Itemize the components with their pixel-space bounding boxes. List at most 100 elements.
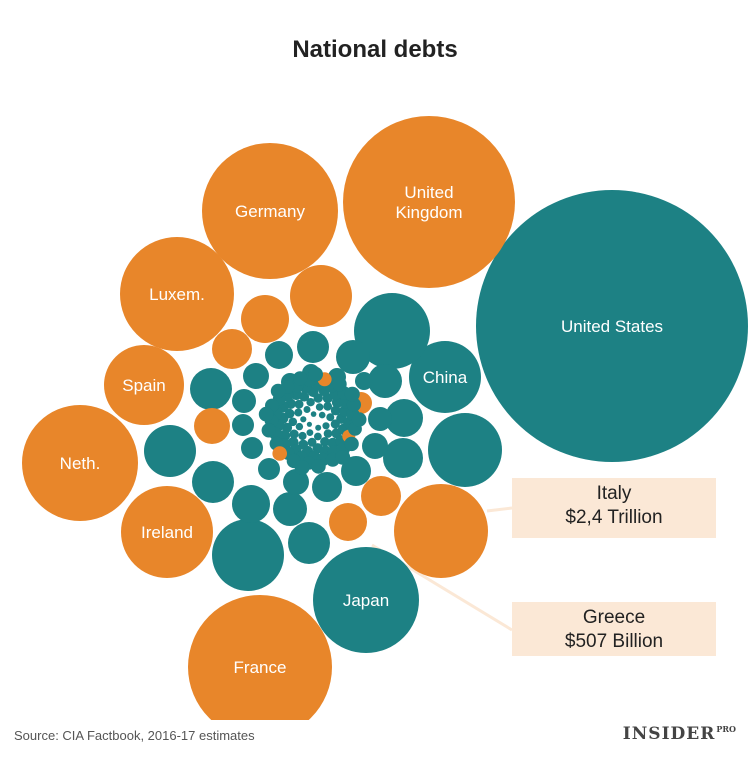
bubble-small-23 [232, 389, 256, 413]
bubble-small-11 [232, 485, 270, 523]
bubble-tiny-22 [289, 429, 299, 439]
bubble-small-29 [341, 456, 371, 486]
bubble-tiny-8 [322, 422, 330, 430]
bubble-small-24 [232, 414, 254, 436]
bubble-label-netherlands: Neth. [60, 454, 101, 473]
bubble-label-spain: Spain [122, 376, 165, 395]
insider-pro-logo: INSIDERPRO [623, 724, 736, 744]
bubble-tiny-12 [294, 408, 303, 417]
logo-suffix: PRO [716, 724, 736, 735]
bubble-small-21 [265, 341, 293, 369]
bubble-tiny-84 [344, 436, 359, 452]
bubble-tiny-6 [306, 429, 314, 436]
bubble-united-states [476, 190, 748, 462]
bubble-label-united-states: United States [561, 317, 663, 336]
bubble-small-13 [288, 522, 330, 564]
bubble-tiny-17 [288, 417, 298, 427]
bubble-small-8 [144, 425, 196, 477]
bubble-small-22 [243, 363, 269, 389]
bubble-tiny-1 [306, 421, 312, 427]
bubble-small-3 [428, 413, 502, 487]
bubble-tiny-9 [295, 422, 304, 431]
bubble-small-33 [355, 372, 373, 390]
bubble-tiny-18 [323, 401, 333, 411]
bubble-tiny-11 [314, 432, 322, 441]
callout-greece-country: Greece [582, 607, 646, 628]
bubble-small-26 [258, 458, 280, 480]
bubble-tiny-13 [326, 413, 335, 422]
bubble-italy [394, 484, 488, 578]
bubble-tiny-87 [311, 459, 326, 474]
bubble-tiny-83 [293, 371, 308, 386]
bubble-tiny-95 [294, 460, 310, 475]
bubble-small-15 [361, 476, 401, 516]
bubble-small-7 [190, 368, 232, 410]
bubble-tiny-16 [323, 429, 333, 438]
bubble-germany [202, 143, 338, 279]
bubble-tiny-93 [258, 406, 274, 422]
bubble-luxembourg [120, 237, 234, 351]
bubble-small-10 [192, 461, 234, 503]
bubble-tiny-94 [344, 386, 360, 402]
bubble-tiny-24 [320, 437, 330, 447]
bubble-small-18 [368, 364, 402, 398]
bubble-tiny-3 [315, 424, 322, 431]
bubble-united-kingdom [343, 116, 515, 288]
bubble-small-31 [368, 407, 392, 431]
bubble-tiny-14 [298, 431, 307, 441]
bubble-label-france: France [234, 658, 287, 677]
bubble-small-2 [354, 293, 430, 369]
bubble-tiny-90 [272, 446, 288, 461]
callout-italy-country: Italy [596, 483, 632, 504]
bubble-label-ireland: Ireland [141, 523, 193, 542]
bubble-france [188, 595, 332, 720]
callout-greece-value: $507 Billion [564, 631, 664, 652]
bubble-ireland [121, 486, 213, 578]
bubble-small-14 [329, 503, 367, 541]
callout-italy: Italy $2,4 Trillion [512, 478, 716, 538]
bubble-small-5 [241, 295, 289, 343]
callout-italy-value: $2,4 Trillion [565, 507, 663, 528]
bubble-small-27 [283, 469, 309, 495]
bubble-label-united-kingdom: United Kingdom [395, 183, 462, 222]
bubble-tiny-88 [270, 383, 286, 399]
logo-name: INSIDER [622, 724, 716, 744]
bubble-tiny-15 [306, 398, 315, 407]
callout-greece: Greece $507 Billion [512, 602, 716, 656]
bubble-label-china: China [423, 368, 468, 387]
bubble-tiny-2 [310, 411, 317, 417]
bubble-small-6 [212, 329, 252, 369]
bubble-label-germany: Germany [235, 202, 305, 221]
bubble-small-16 [383, 438, 423, 478]
bubble-label-japan: Japan [343, 591, 389, 610]
bubble-small-20 [297, 331, 329, 363]
bubble-small-4 [290, 265, 352, 327]
source-note: Source: CIA Factbook, 2016-17 estimates [14, 728, 255, 743]
bubble-tiny-92 [335, 450, 351, 465]
bubble-small-9 [194, 408, 230, 444]
bubble-china [409, 341, 481, 413]
bubble-small-30 [362, 433, 388, 459]
bubble-tiny-89 [351, 412, 367, 427]
bubble-small-25 [241, 437, 263, 459]
bubble-japan [313, 547, 419, 653]
bubble-chart: United States United Kingdom Germany France J… [22, 116, 748, 720]
bubble-tiny-91 [308, 366, 323, 382]
bubble-small-12 [273, 492, 307, 526]
bubble-netherlands [22, 405, 138, 521]
bubble-tiny-85 [261, 423, 276, 438]
bubble-tiny-10 [315, 403, 324, 411]
bubble-tiny-26 [330, 405, 341, 416]
bubble-tiny-86 [332, 376, 347, 392]
bubble-label-luxembourg: Luxem. [149, 285, 205, 304]
bubble-spain [104, 345, 184, 425]
callout-italy-connector [486, 506, 513, 513]
bubble-tiny-5 [318, 411, 326, 419]
bubble-small-19 [336, 340, 370, 374]
bubble-tiny-7 [303, 406, 311, 413]
bubble-small-1 [212, 519, 284, 591]
bubble-tiny-4 [300, 416, 307, 423]
bubble-small-17 [385, 399, 423, 437]
bubble-tiny-20 [294, 399, 304, 409]
chart-title: National debts [292, 36, 458, 63]
